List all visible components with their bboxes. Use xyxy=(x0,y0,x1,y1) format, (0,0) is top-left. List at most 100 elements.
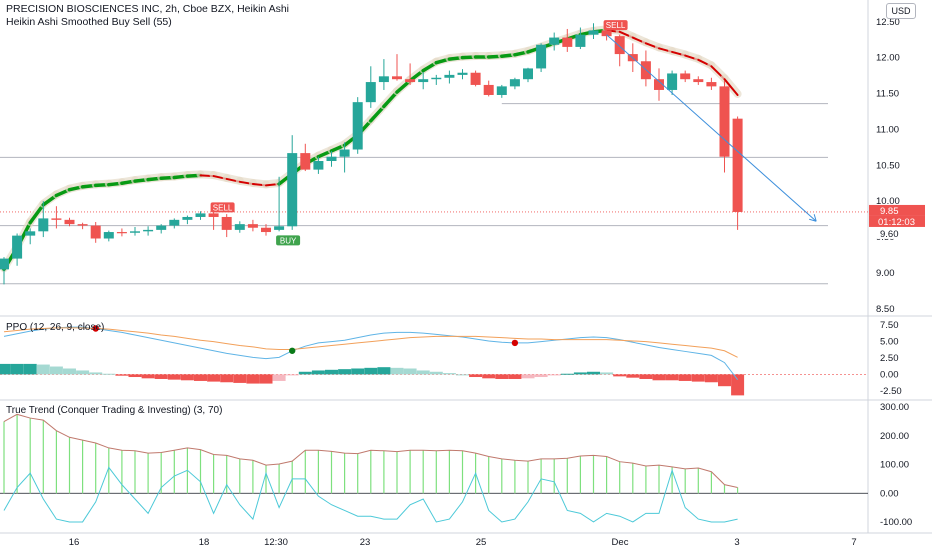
ppo-histogram-bar xyxy=(63,368,76,375)
ppo-histogram-bar xyxy=(272,374,286,381)
candle-body xyxy=(719,86,730,157)
smoothed-ma-segment xyxy=(382,90,399,109)
candle-body xyxy=(77,224,88,226)
bar-countdown-label: 01:12:03 xyxy=(878,217,915,228)
candle-body xyxy=(274,226,285,230)
candle-body xyxy=(221,216,232,230)
candle-body xyxy=(103,232,114,239)
buy-signal-label: BUY xyxy=(280,236,297,245)
time-tick-label: 3 xyxy=(734,537,739,548)
price-tick-label: 12.00 xyxy=(876,53,900,64)
smoothed-ma-segment xyxy=(369,104,386,123)
ppo-histogram-bar xyxy=(233,374,247,383)
ppo-histogram-bar xyxy=(0,363,11,375)
candle-body xyxy=(470,72,481,85)
candle-body xyxy=(654,79,664,90)
currency-button[interactable]: USD xyxy=(886,3,916,19)
candle-body xyxy=(130,231,140,233)
ppo-histogram-bar xyxy=(390,367,404,375)
time-tick-label: 23 xyxy=(360,537,371,548)
sell-signal-badge xyxy=(603,20,628,31)
candle-body xyxy=(706,82,717,87)
price-tick-label: 10.00 xyxy=(876,196,900,207)
low-price-badge xyxy=(869,227,925,239)
ppo-histogram-bar xyxy=(194,374,207,381)
time-tick-label: 16 xyxy=(69,537,80,548)
ppo-histogram-bar xyxy=(298,371,312,375)
ppo-tick-label: 7.50 xyxy=(880,320,899,331)
ppo-histogram-bar xyxy=(613,374,627,377)
smoothed-ma-segment xyxy=(723,78,739,96)
ppo-histogram-bar xyxy=(508,374,522,379)
candle-body xyxy=(732,118,743,212)
ppo-histogram-bar xyxy=(704,374,718,383)
ppo-histogram-bar xyxy=(351,368,365,375)
ppo-histogram-bar xyxy=(521,374,535,379)
sell-signal-label: SELL xyxy=(606,21,626,30)
ppo-histogram-bar xyxy=(311,370,325,375)
ppo-histogram-bar xyxy=(128,374,142,378)
ppo-histogram-bar xyxy=(180,374,194,381)
ppo-histogram-bar xyxy=(338,369,352,375)
indicator-param: (55) xyxy=(153,16,172,28)
ppo-histogram-bar xyxy=(429,371,443,375)
price-tick-label: 11.50 xyxy=(876,89,899,100)
candle-body xyxy=(182,216,193,220)
ppo-histogram-bar xyxy=(115,374,129,376)
candle-body xyxy=(431,77,442,80)
candle-body xyxy=(156,225,167,230)
true-trend-tick-label: 100.00 xyxy=(880,460,909,471)
candle-body xyxy=(483,84,494,95)
true-trend-tick-label: -100.00 xyxy=(880,517,912,528)
ppo-histogram-bar xyxy=(364,367,378,375)
ppo-histogram-bar xyxy=(246,374,260,384)
countdown-badge xyxy=(869,215,925,227)
candle-body xyxy=(208,213,219,217)
smoothed-ma-segment xyxy=(28,203,46,225)
true-trend-tick-label: 0.00 xyxy=(880,488,899,499)
candle-body xyxy=(247,224,258,228)
low-price-label: 9.60 xyxy=(880,229,899,240)
time-tick-label: 18 xyxy=(199,537,210,548)
ppo-pane-title: PPO (12, 26, 9, close) xyxy=(6,322,105,333)
ppo-histogram-bar xyxy=(49,366,63,375)
last-price-label: 9.85 xyxy=(880,206,899,217)
trendline xyxy=(606,34,817,222)
true-trend-line xyxy=(3,413,738,489)
candle-body xyxy=(326,156,337,161)
ppo-tick-label: -2.50 xyxy=(880,386,902,397)
ppo-histogram-bar xyxy=(547,374,561,376)
trendline-arrowhead xyxy=(809,214,817,222)
ppo-histogram-bar xyxy=(325,369,338,375)
candle-body xyxy=(418,79,429,83)
ppo-histogram-bar xyxy=(89,372,103,375)
time-tick-label: 12:30 xyxy=(264,537,288,548)
candle-body xyxy=(352,102,363,150)
ppo-histogram-bar xyxy=(731,374,745,396)
true-trend-tick-label: 300.00 xyxy=(880,402,909,413)
ppo-tick-label: 5.00 xyxy=(880,337,899,348)
candle-body xyxy=(405,79,416,83)
candle-body xyxy=(562,37,573,47)
ppo-histogram-bar xyxy=(220,374,234,383)
ppo-histogram-bar xyxy=(600,372,614,375)
ppo-histogram-bar xyxy=(154,374,168,379)
candle-body xyxy=(261,227,271,233)
price-tick-label: 10.50 xyxy=(876,160,900,171)
candle-body xyxy=(339,149,350,157)
ppo-histogram-bar xyxy=(76,370,90,375)
time-tick-label: Dec xyxy=(612,537,629,548)
ppo-histogram-bar xyxy=(259,374,273,384)
candle-body xyxy=(680,73,691,80)
candle-body xyxy=(169,219,180,226)
ppo-histogram-bar xyxy=(377,367,391,375)
ppo-histogram-bar xyxy=(207,374,221,382)
time-tick-label: 25 xyxy=(476,537,487,548)
candle-body xyxy=(523,68,533,80)
chart-title: PRECISION BIOSCIENCES INC, 2h, Cboe BZX,… xyxy=(6,3,290,15)
candle-body xyxy=(64,219,75,225)
candle-body xyxy=(234,224,245,230)
ppo-histogram-bar xyxy=(102,373,116,375)
true-trend-oscillator xyxy=(3,466,738,523)
